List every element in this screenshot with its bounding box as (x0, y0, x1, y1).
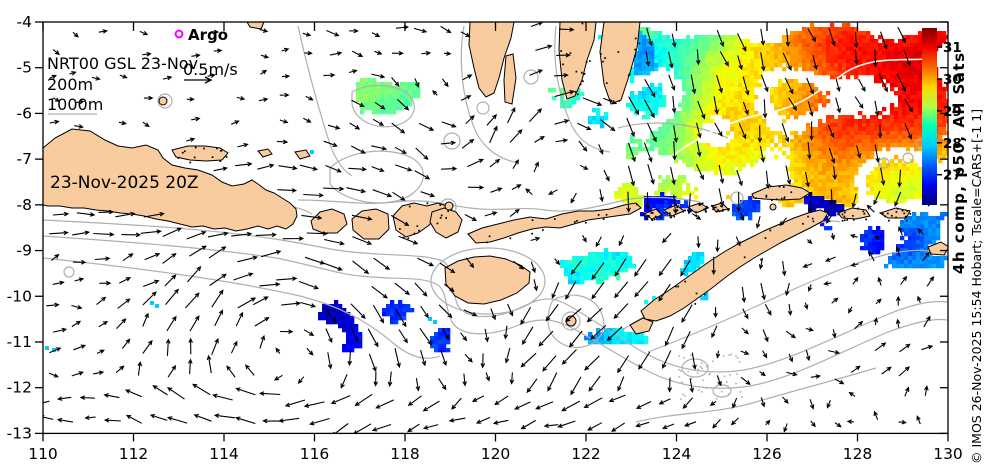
isobath-200m-label: 200m (47, 75, 94, 94)
land-layer (43, 22, 948, 335)
x-tick-label: 120 (481, 445, 511, 463)
imos-credit-label: © IMOS 26-Nov-2025 15:54 Hobart; Tscale=… (969, 108, 984, 464)
model-run-label: NRT00 GSL 23-Nov (47, 54, 199, 73)
y-tick-label: -7 (17, 150, 32, 168)
sst-front-contour (651, 57, 948, 173)
y-tick-label: -12 (7, 379, 32, 397)
x-tick-label: 122 (571, 445, 601, 463)
y-tick-label: -10 (7, 287, 32, 305)
y-tick-label: -8 (17, 196, 32, 214)
y-tick-label: -5 (17, 59, 32, 77)
y-tick-label: -13 (7, 424, 32, 442)
colorbar-tick-label: 27 (943, 168, 962, 184)
scale-arrow-icon (184, 76, 213, 84)
x-tick-label: 126 (752, 445, 782, 463)
x-tick-label: 112 (119, 445, 149, 463)
x-tick-label: 118 (390, 445, 420, 463)
island-speckles (177, 22, 912, 305)
colorbar-tick-label: 28 (943, 136, 962, 152)
current-vector-arrows (43, 22, 935, 434)
y-tick-label: -4 (17, 13, 32, 31)
colorbar-tick-label: 29 (943, 104, 962, 120)
y-tick-label: -6 (17, 104, 32, 122)
argo-legend-label: Argo (188, 26, 229, 44)
valid-time-label: 23-Nov-2025 20Z (50, 173, 199, 193)
x-tick-label: 128 (843, 445, 873, 463)
colorbar-tick-label: 30 (943, 72, 962, 88)
product-settings-label: 4h comp, p50, All Sats (950, 51, 968, 275)
x-tick-label: 130 (933, 445, 963, 463)
y-tick-label: -11 (7, 333, 32, 351)
isobath-1000m-label: 1000m (47, 95, 104, 114)
colorbar-tick-label: 31 (943, 40, 962, 56)
vector-scale-label: 0.5m/s (183, 60, 238, 79)
x-tick-label: 110 (28, 445, 58, 463)
sst-colorbar: 31 30 29 28 27 (922, 28, 962, 205)
axes-layer: 110 112 114 116 118 120 122 124 126 128 130 -4 -5 -6 -… (7, 13, 963, 463)
legend-marks (48, 29, 213, 115)
argo-marker-icon (174, 29, 184, 39)
x-tick-label: 114 (209, 445, 239, 463)
x-tick-label: 124 (662, 445, 692, 463)
x-tick-label: 116 (300, 445, 330, 463)
y-tick-label: -9 (17, 242, 32, 260)
colorbar-gradient (922, 28, 937, 205)
